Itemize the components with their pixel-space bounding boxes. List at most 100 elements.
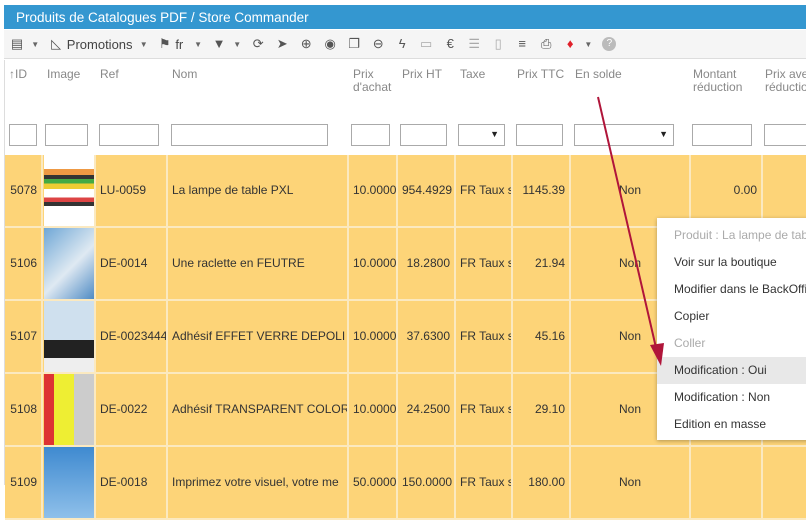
filter-nom[interactable] [171, 124, 328, 146]
cell-image[interactable] [43, 374, 96, 445]
cell-image[interactable] [43, 228, 96, 299]
filter-prix-ttc[interactable] [516, 124, 563, 146]
cell-id[interactable]: 5109 [5, 447, 43, 518]
layout-button[interactable]: ▤ ▼ [10, 34, 39, 54]
columns-button[interactable]: ☰ [467, 34, 481, 54]
context-menu-item[interactable]: Modification : Non [674, 390, 771, 404]
filter-montant[interactable] [692, 124, 752, 146]
filter-id[interactable] [9, 124, 37, 146]
context-menu-item[interactable]: Modification : Oui [657, 357, 806, 384]
filter-taxe[interactable]: ▼ [458, 124, 505, 146]
column-header-nom[interactable]: Nom [172, 67, 198, 81]
cell-nom[interactable]: La lampe de table PXL [168, 155, 349, 226]
cell-montant[interactable]: 0.00 [691, 155, 763, 226]
document-icon: ▯ [494, 36, 502, 51]
cell-id[interactable]: 5106 [5, 228, 43, 299]
column-header-ref[interactable]: Ref [100, 67, 119, 81]
filter-icon: ▼ [212, 36, 226, 51]
cell-prix_red[interactable] [763, 447, 806, 518]
filter-en-solde[interactable]: ▼ [574, 124, 674, 146]
flag-icon: ⚑ [158, 36, 171, 51]
column-header-image[interactable]: Image [47, 67, 81, 81]
filter-ref[interactable] [99, 124, 159, 146]
context-menu-item[interactable]: Edition en masse [674, 417, 767, 431]
cell-ref[interactable]: DE-0023444 [96, 301, 168, 372]
cell-solde[interactable]: Non [571, 447, 691, 518]
cell-taxe[interactable]: FR Taux s [456, 155, 513, 226]
globe-button[interactable]: ◉ [323, 34, 337, 54]
cell-ttc[interactable]: 1145.39 [513, 155, 571, 226]
cell-image[interactable] [43, 155, 96, 226]
column-header-montant-reduction[interactable]: Montant réduction [693, 67, 743, 94]
cell-ht[interactable]: 24.2500 [398, 374, 456, 445]
cell-ht[interactable]: 37.6300 [398, 301, 456, 372]
cell-achat[interactable]: 50.0000 [349, 447, 398, 518]
filter-button[interactable]: ▼ ▼ [212, 34, 242, 54]
document-button[interactable]: ▯ [491, 34, 505, 54]
cell-ttc[interactable]: 29.10 [513, 374, 571, 445]
cell-nom[interactable]: Adhésif TRANSPARENT COLORÉ [168, 374, 349, 445]
cell-nom[interactable]: Imprimez votre visuel, votre me [168, 447, 349, 518]
list-button[interactable]: ≡ [515, 34, 529, 54]
euro-button[interactable]: € [443, 34, 457, 54]
help-button[interactable]: ? [602, 34, 617, 54]
filter-prix-ht[interactable] [400, 124, 447, 146]
cell-ref[interactable]: DE-0022 [96, 374, 168, 445]
gem-button[interactable]: ♦ ▼ [563, 34, 592, 54]
cell-achat[interactable]: 10.0000 [349, 301, 398, 372]
column-header-prix-ht[interactable]: Prix HT [402, 67, 442, 81]
column-header-en-solde[interactable]: En solde [575, 67, 622, 81]
select-button[interactable]: ➤ [275, 34, 289, 54]
filter-image[interactable] [45, 124, 88, 146]
cell-id[interactable]: 5078 [5, 155, 43, 226]
context-menu-item[interactable]: Copier [674, 309, 710, 323]
cell-prix_red[interactable] [763, 155, 806, 226]
cell-nom[interactable]: Une raclette en FEUTRE [168, 228, 349, 299]
remove-button[interactable]: ⊖ [371, 34, 385, 54]
column-header-id[interactable]: ↑ID [9, 67, 27, 81]
table-row[interactable]: 5078 LU-0059 La lampe de table PXL 10.0000 9… [5, 155, 806, 228]
cell-ref[interactable]: LU-0059 [96, 155, 168, 226]
cell-ref[interactable]: DE-0018 [96, 447, 168, 518]
cell-achat[interactable]: 10.0000 [349, 155, 398, 226]
cell-id[interactable]: 5107 [5, 301, 43, 372]
refresh-button[interactable]: ⟳ [251, 34, 265, 54]
column-header-prix-achat[interactable]: Prix d'achat [353, 67, 392, 94]
filter-prix-achat[interactable] [351, 124, 390, 146]
cell-achat[interactable]: 10.0000 [349, 228, 398, 299]
column-header-prix-reduction[interactable]: Prix avec réduction [765, 67, 806, 94]
cell-taxe[interactable]: FR Taux s [456, 447, 513, 518]
language-select[interactable]: ⚑ fr ▼ [158, 34, 202, 54]
cell-ttc[interactable]: 45.16 [513, 301, 571, 372]
cell-ttc[interactable]: 21.94 [513, 228, 571, 299]
cell-ht[interactable]: 150.0000 [398, 447, 456, 518]
cell-id[interactable]: 5108 [5, 374, 43, 445]
add-button[interactable]: ⊕ [299, 34, 313, 54]
cell-ref[interactable]: DE-0014 [96, 228, 168, 299]
cell-image[interactable] [43, 301, 96, 372]
column-header-taxe[interactable]: Taxe [460, 67, 486, 81]
cell-ht[interactable]: 18.2800 [398, 228, 456, 299]
column-header-prix-ttc[interactable]: Prix TTC [517, 67, 565, 81]
cell-taxe[interactable]: FR Taux s [456, 301, 513, 372]
cell-montant[interactable] [691, 447, 763, 518]
cursor-icon: ➤ [276, 36, 288, 51]
cell-image[interactable] [43, 447, 96, 518]
copy-button[interactable]: ❐ [347, 34, 361, 54]
promotions-button[interactable]: ◺ Promotions ▼ [49, 34, 148, 54]
cell-taxe[interactable]: FR Taux s [456, 228, 513, 299]
cell-achat[interactable]: 10.0000 [349, 374, 398, 445]
print-button[interactable]: ⎙ [539, 34, 553, 54]
context-menu-item[interactable]: Voir sur la boutique [674, 255, 777, 269]
lightning-button[interactable]: ϟ [395, 34, 409, 54]
cell-ttc[interactable]: 180.00 [513, 447, 571, 518]
table-row[interactable]: 5109 DE-0018 Imprimez votre visuel, votre … [5, 447, 806, 520]
filter-prix-reduction[interactable] [764, 124, 806, 146]
chevron-down-icon: ▼ [31, 39, 40, 49]
cell-ht[interactable]: 954.4929 [398, 155, 456, 226]
context-menu-item[interactable]: Modifier dans le BackOffice [674, 282, 806, 296]
folder-button[interactable]: ▭ [419, 34, 433, 54]
cell-taxe[interactable]: FR Taux s [456, 374, 513, 445]
cell-nom[interactable]: Adhésif EFFET VERRE DEPOLI [168, 301, 349, 372]
cell-solde[interactable]: Non [571, 155, 691, 226]
